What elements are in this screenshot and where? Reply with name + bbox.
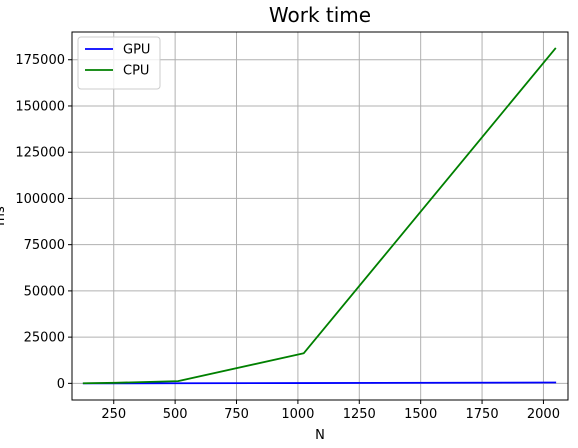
- series-lines: [82, 47, 557, 385]
- series-line-cpu: [82, 47, 557, 385]
- y-tick-label: 75000: [24, 238, 65, 253]
- x-tick-label: 1750: [466, 407, 499, 422]
- x-tick-label: 750: [224, 407, 249, 422]
- y-axis-label: ms: [0, 206, 8, 226]
- x-tick-label: 500: [163, 407, 188, 422]
- plot-frame: [71, 31, 569, 401]
- x-tick-label: 1250: [343, 407, 376, 422]
- x-tick-label: 250: [101, 407, 126, 422]
- y-tick-label: 100000: [15, 192, 65, 207]
- legend-label-cpu: CPU: [123, 64, 149, 79]
- y-tick-label: 175000: [15, 53, 65, 68]
- y-tick-label: 25000: [24, 331, 65, 346]
- y-tick-label: 50000: [24, 284, 65, 299]
- legend: GPU CPU: [77, 36, 161, 90]
- x-axis-label: N: [315, 428, 325, 443]
- y-tick-label: 150000: [15, 99, 65, 114]
- x-tick-label: 1500: [404, 407, 437, 422]
- x-tick-label: 1000: [281, 407, 314, 422]
- y-tick-label: 0: [57, 377, 65, 392]
- y-tick-label: 125000: [15, 146, 65, 161]
- legend-box: [77, 36, 161, 90]
- axis-ticks: 250 500 750 1000 1250 1500 1750 2000 0 25000 50000…: [15, 53, 560, 422]
- x-tick-label: 2000: [527, 407, 560, 422]
- chart-title: Work time: [269, 3, 371, 27]
- legend-label-gpu: GPU: [123, 43, 150, 58]
